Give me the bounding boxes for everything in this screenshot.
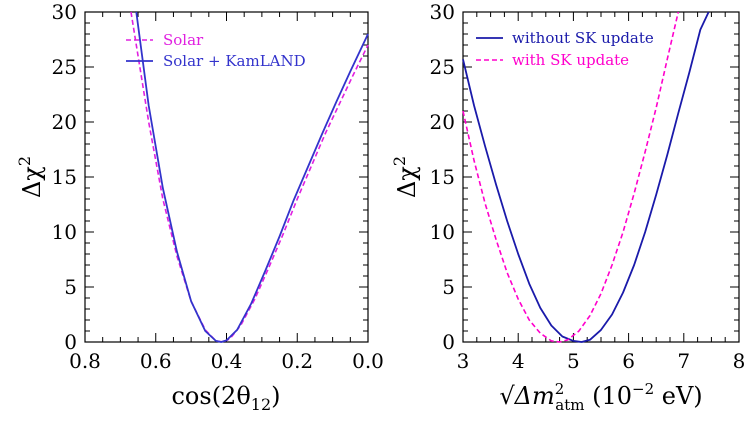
right-panel: 3 4 5 6 7 8 0 5 10 15 20 25 30 √Δm2 atm (10−2 eV) Δχ2… [390, 0, 745, 414]
right-y-tick-label: 30 [430, 0, 455, 24]
right-x-tick-label: 8 [733, 349, 746, 373]
right-x-tick-label: 6 [622, 349, 635, 373]
right-x-tick-label: 7 [677, 349, 690, 373]
left-panel: 0.8 0.6 0.4 0.2 0.0 0 5 10 15 20 25 30 cos(2θ12) Δχ… [15, 0, 384, 414]
left-y-tick-label: 0 [64, 330, 77, 354]
right-y-tick-label: 10 [430, 220, 455, 244]
left-y-tick-label: 5 [64, 275, 77, 299]
right-x-tick-label: 4 [512, 349, 525, 373]
right-ticks: 3 4 5 6 7 8 0 5 10 15 20 25 30 [430, 0, 746, 373]
left-series [130, 11, 369, 343]
left-y-tick-label: 25 [52, 55, 77, 79]
right-x-axis-title: √Δm2 atm (10−2 eV) [499, 380, 702, 414]
left-x-tick-label: 0.6 [140, 349, 172, 373]
left-y-tick-label: 10 [52, 220, 77, 244]
left-y-axis-title: Δχ2 [15, 156, 46, 198]
right-legend: without SK update with SK update [476, 29, 654, 69]
left-series-solar-kamland-line [135, 11, 369, 343]
left-legend-label-solar-kamland: Solar + KamLAND [163, 52, 306, 70]
right-legend-label-without-sk: without SK update [512, 29, 654, 47]
left-y-tick-label: 30 [52, 0, 77, 24]
left-y-tick-label: 20 [52, 110, 77, 134]
right-y-axis-title: Δχ2 [390, 156, 421, 198]
left-x-tick-label: 0.2 [281, 349, 313, 373]
left-series-solar-line [130, 11, 369, 343]
left-legend-label-solar: Solar [163, 31, 204, 49]
left-legend: Solar Solar + KamLAND [126, 31, 306, 70]
right-x-tick-label: 5 [567, 349, 580, 373]
right-legend-label-with-sk: with SK update [512, 51, 629, 69]
right-series-with-sk-update-line [462, 11, 680, 343]
right-x-tick-label: 3 [457, 349, 470, 373]
right-series [462, 11, 710, 343]
right-y-tick-label: 15 [430, 165, 455, 189]
left-x-tick-label: 0.8 [69, 349, 101, 373]
left-ticks: 0.8 0.6 0.4 0.2 0.0 0 5 10 15 20 25 30 [52, 0, 384, 373]
right-y-tick-label: 5 [442, 275, 455, 299]
right-y-tick-label: 25 [430, 55, 455, 79]
left-y-tick-label: 15 [52, 165, 77, 189]
right-y-tick-label: 20 [430, 110, 455, 134]
right-y-tick-label: 0 [442, 330, 455, 354]
right-series-without-sk-update-line [462, 11, 710, 343]
left-x-tick-label: 0.4 [211, 349, 243, 373]
left-x-axis-title: cos(2θ12) [171, 382, 280, 414]
left-x-tick-label: 0.0 [352, 349, 384, 373]
